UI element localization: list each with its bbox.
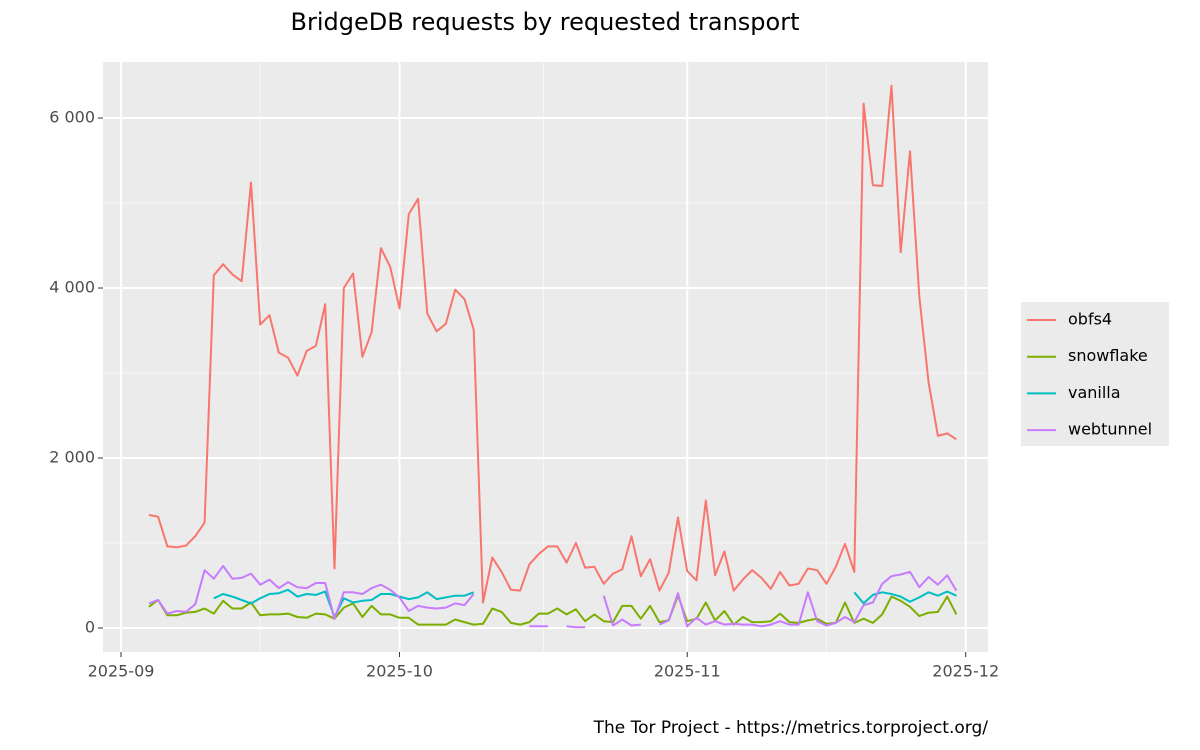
x-tick-label: 2025-09 — [88, 662, 155, 681]
legend-label: obfs4 — [1068, 310, 1112, 329]
chart-title: BridgeDB requests by requested transport — [291, 8, 800, 36]
legend-box — [1021, 302, 1169, 446]
series-line — [213, 588, 957, 618]
legend-label: snowflake — [1068, 346, 1148, 365]
legend-label: vanilla — [1068, 383, 1121, 402]
series-line — [148, 594, 958, 626]
y-tick-label: 6 000 — [49, 108, 95, 127]
caption: The Tor Project - https://metrics.torpro… — [593, 718, 989, 738]
series-line — [148, 565, 958, 629]
y-tick-label: 4 000 — [49, 278, 95, 297]
series-line — [148, 84, 957, 604]
x-tick-label: 2025-11 — [654, 662, 721, 681]
y-tick-label: 0 — [85, 618, 95, 637]
x-tick-label: 2025-10 — [366, 662, 433, 681]
y-tick-label: 2 000 — [49, 448, 95, 467]
x-tick-label: 2025-12 — [932, 662, 999, 681]
legend-label: webtunnel — [1068, 420, 1152, 439]
